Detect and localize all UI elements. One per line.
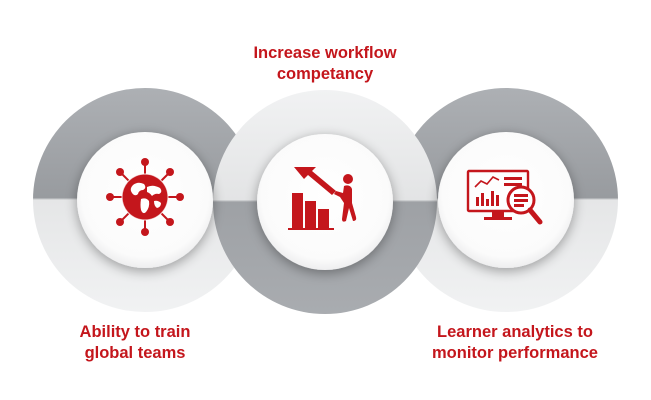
globe-network-icon [106, 158, 184, 236]
caption-right-line2: monitor performance [432, 344, 598, 362]
caption-train-global-teams: Ability to train global teams [10, 322, 260, 364]
caption-workflow-competancy: Increase workflow competancy [200, 43, 450, 85]
analytics-monitor-magnifier-icon [466, 169, 543, 225]
caption-learner-analytics: Learner analytics to monitor performance [390, 322, 640, 364]
disc-center [257, 134, 393, 270]
caption-left-line2: global teams [84, 344, 186, 362]
growth-chart-person-icon [288, 167, 357, 230]
caption-top-line1: Increase workflow [253, 44, 397, 62]
caption-left-line1: Ability to train [79, 323, 191, 341]
caption-top-line2: competancy [276, 65, 374, 83]
disc-right [438, 132, 574, 268]
caption-right-line1: Learner analytics to [437, 323, 593, 341]
